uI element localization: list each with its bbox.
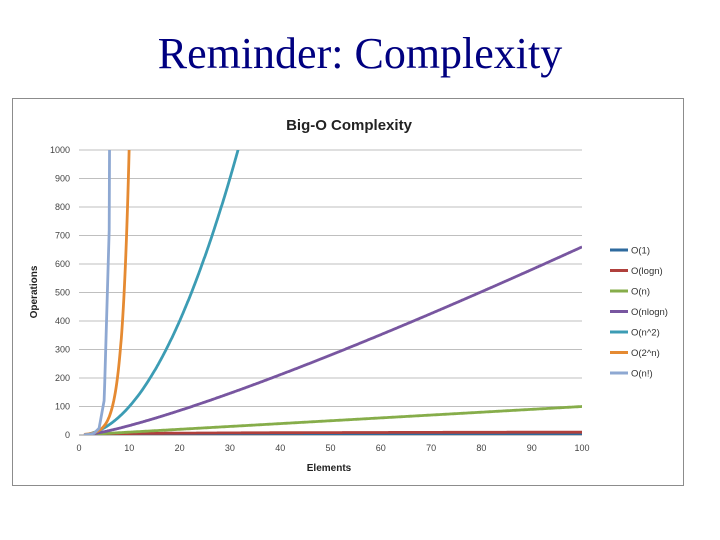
x-tick-label: 80 [476,443,486,453]
series-lines [83,150,582,435]
chart-title: Big-O Complexity [286,117,413,134]
slide-title: Reminder: Complexity [157,29,563,78]
x-tick-label: 20 [175,443,185,453]
x-axis-title: Elements [307,463,352,474]
series-line-nlogn [84,245,582,435]
legend-label: O(logn) [631,266,663,277]
x-tick-label: 40 [275,443,285,453]
series-line-factorial [84,150,111,435]
x-tick-labels: 0 10 20 30 40 50 60 70 80 90 100 [76,443,589,453]
x-tick-label: 60 [376,443,386,453]
y-tick-label: 600 [55,259,70,269]
y-axis-title: Operations [29,265,40,318]
x-tick-label: 50 [325,443,335,453]
gridlines [79,149,582,407]
legend-label: O(1) [631,246,650,257]
y-tick-label: 700 [55,231,70,241]
series-line-log [83,430,582,435]
x-tick-label: 90 [527,443,537,453]
y-tick-label: 900 [55,174,70,184]
chart-frame: Big-O Complexity 0 100 200 300 400 500 600 700 8… [12,98,684,486]
legend-label: O(nlogn) [631,307,668,318]
y-tick-label: 100 [55,402,70,412]
y-tick-label: 400 [55,316,70,326]
y-tick-label: 800 [55,202,70,212]
series-line-linear [84,405,582,435]
x-tick-label: 30 [225,443,235,453]
y-tick-label: 200 [55,373,70,383]
legend-label: O(n^2) [631,328,660,339]
series-line-quadratic [84,150,240,435]
legend-label: O(2^n) [631,348,660,359]
y-tick-labels: 0 100 200 300 400 500 600 700 800 900 1000 [50,145,70,440]
legend-label: O(n) [631,287,650,298]
legend-label: O(n!) [631,369,653,380]
y-tick-label: 0 [65,430,70,440]
x-tick-label: 10 [124,443,134,453]
x-tick-label: 70 [426,443,436,453]
complexity-chart: Big-O Complexity 01002003004005006007008… [29,117,668,474]
y-tick-label: 1000 [50,145,70,155]
y-tick-label: 300 [55,345,70,355]
x-tick-label: 100 [574,443,589,453]
x-tick-label: 0 [76,443,81,453]
y-tick-label: 500 [55,288,70,298]
legend: O(1) O(logn) O(n) O(nlogn) O(n^2) O(2^n) O(n!) [610,246,668,380]
